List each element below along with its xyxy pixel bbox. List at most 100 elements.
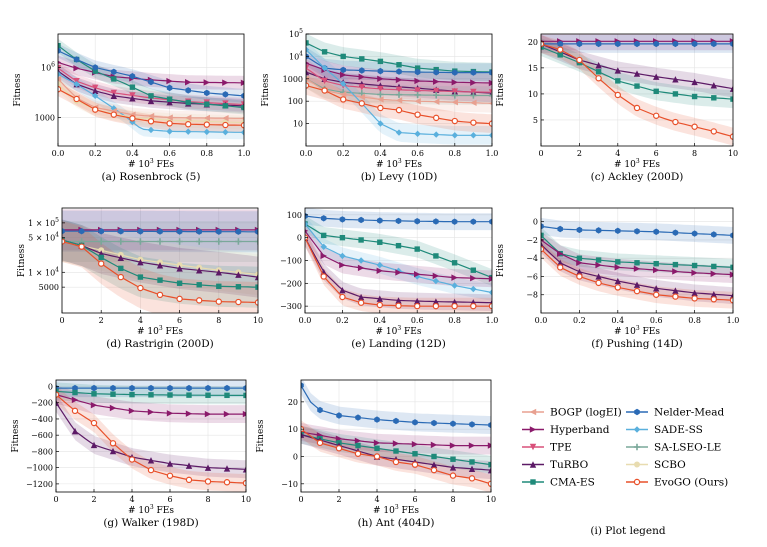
point-nelder-mead <box>186 384 192 392</box>
point-bogp-logei <box>414 98 421 105</box>
point-cma-es <box>224 392 230 399</box>
point-sade-ss <box>305 220 309 228</box>
point-turbo <box>254 273 258 281</box>
y-tick-label: 10 <box>288 425 298 434</box>
point-evogo-ours <box>653 291 660 298</box>
plot-area <box>541 217 733 309</box>
point-evogo-ours <box>147 118 155 125</box>
point-sade-ss <box>414 130 421 138</box>
point-evogo-ours <box>729 297 733 304</box>
point-nelder-mead <box>595 40 602 48</box>
band-turbo <box>62 219 258 298</box>
point-hyperband <box>614 264 621 271</box>
point-evogo-ours <box>73 95 80 103</box>
point-sa-lseo-le <box>235 238 242 245</box>
point-nelder-mead <box>204 89 210 97</box>
point-sa-lseo-le <box>137 238 144 245</box>
point-tpe <box>321 77 328 85</box>
point-evogo-ours <box>729 133 733 140</box>
point-evogo-ours <box>340 96 347 103</box>
point-sa-lseo-le <box>433 92 440 99</box>
point-evogo-ours <box>335 445 343 452</box>
point-bogp-logei <box>203 114 210 122</box>
y-tick-label: −1000 <box>26 464 53 473</box>
markers-cma-es <box>56 388 246 399</box>
x-tick-label: 0.0 <box>300 149 313 158</box>
point-evogo-ours <box>672 293 679 300</box>
point-nelder-mead <box>451 218 458 225</box>
markers-sade-ss <box>58 70 244 136</box>
point-hyperband <box>58 60 62 65</box>
point-nelder-mead <box>433 69 439 76</box>
point-evogo-ours <box>377 104 384 112</box>
y-tick-label: 0 <box>297 234 302 243</box>
point-cma-es <box>433 253 439 259</box>
point-nelder-mead <box>470 69 477 76</box>
legend-label: SADE-SS <box>654 424 703 436</box>
point-sa-lseo-le <box>117 238 124 245</box>
point-sade-ss <box>339 252 346 260</box>
point-turbo <box>376 295 383 302</box>
point-turbo <box>137 259 144 266</box>
y-tick-label: −6 <box>526 272 538 281</box>
axes-frame <box>57 33 245 147</box>
point-sa-lseo-le <box>156 238 164 245</box>
point-evogo-ours <box>373 453 381 460</box>
point-nelder-mead <box>137 228 144 235</box>
plot-area <box>56 380 246 492</box>
point-cma-es <box>176 280 183 286</box>
x-tick-label: 0.8 <box>448 149 461 158</box>
point-evogo-ours <box>339 293 346 301</box>
markers-evogo-ours <box>301 425 491 488</box>
point-hyperband <box>432 272 440 280</box>
point-cma-es <box>110 391 116 397</box>
x-tick-label: 2 <box>336 495 341 504</box>
point-hyperband <box>557 250 564 257</box>
point-nelder-mead <box>305 212 308 220</box>
plot-area <box>306 34 492 145</box>
point-hyperband <box>395 76 403 84</box>
point-evogo-ours <box>614 91 622 99</box>
point-evogo-ours <box>595 75 602 82</box>
x-tick-label: 0.6 <box>411 149 424 158</box>
x-axis-label: # 103 FEs <box>614 158 660 170</box>
axes-frame <box>305 33 493 147</box>
point-cma-es <box>634 83 640 89</box>
point-hyperband <box>710 270 717 277</box>
point-cma-es <box>414 65 421 71</box>
point-hyperband <box>185 79 192 86</box>
point-turbo <box>729 85 733 92</box>
point-scbo <box>176 262 183 269</box>
x-tick-label: 4 <box>374 495 379 504</box>
point-nelder-mead <box>412 419 418 426</box>
point-nelder-mead <box>374 416 380 423</box>
x-tick-label: 0.2 <box>336 316 349 325</box>
point-hyperband <box>414 77 421 85</box>
y-tick-label: −200 <box>31 399 53 408</box>
point-cma-es <box>358 237 364 243</box>
point-cma-es <box>235 284 242 290</box>
point-bogp-logei <box>395 97 403 104</box>
y-tick-label: −200 <box>280 279 302 288</box>
point-hyperband <box>672 268 679 275</box>
point-hyperband <box>203 79 210 86</box>
point-tpe <box>414 87 421 94</box>
point-sade-ss <box>240 129 244 136</box>
subplot-caption: (a) Rosenbrock (5) <box>102 171 201 183</box>
legend-marker <box>633 426 641 433</box>
y-tick-label: 5 × 104 <box>28 232 59 243</box>
point-hyperband <box>354 437 362 444</box>
point-nelder-mead <box>396 68 402 75</box>
point-hyperband <box>242 410 246 418</box>
y-tick-label: 106 <box>41 61 55 72</box>
point-nelder-mead <box>110 384 116 392</box>
point-evogo-ours <box>557 264 564 271</box>
markers-hyperband <box>56 393 246 418</box>
point-evogo-ours <box>91 106 99 113</box>
point-cma-es <box>148 93 154 99</box>
point-cma-es <box>431 453 437 460</box>
axes-frame <box>55 379 247 493</box>
point-evogo-ours <box>451 117 458 125</box>
point-evogo-ours <box>147 466 155 474</box>
